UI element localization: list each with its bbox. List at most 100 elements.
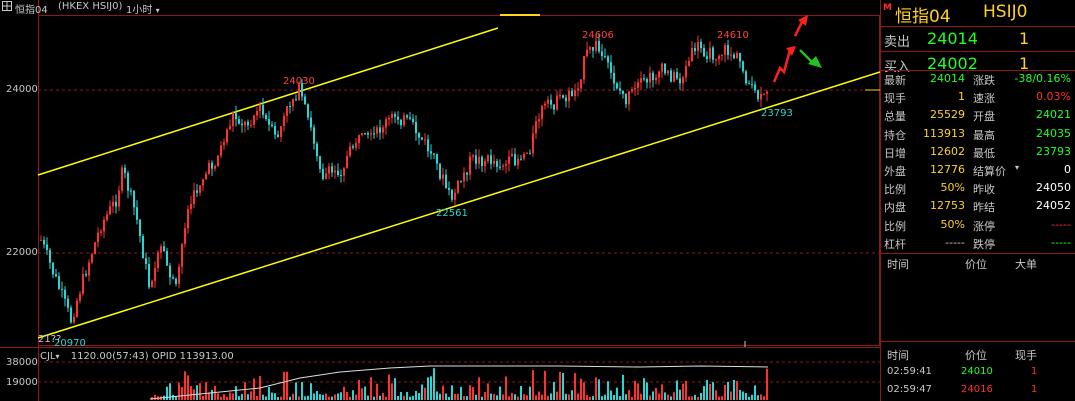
candle-body — [667, 70, 669, 74]
volume-bar — [511, 392, 513, 400]
candle-body — [211, 162, 213, 169]
candle-body — [187, 209, 189, 229]
trade-time: 02:59:41 — [887, 366, 932, 377]
candle-body — [598, 40, 600, 52]
candle-body — [616, 83, 618, 89]
candle-body — [535, 121, 537, 134]
volume-bar — [547, 395, 549, 400]
candle-body — [379, 127, 381, 133]
volume-bar — [523, 394, 525, 400]
candle-body — [46, 244, 48, 251]
candle-body — [490, 155, 492, 164]
volume-bar — [376, 383, 378, 400]
volume-bar — [715, 390, 717, 400]
chevron-down-icon[interactable]: ▾ — [1015, 163, 1020, 172]
chart-instrument: 恒指04 — [15, 5, 48, 16]
volume-bar — [622, 374, 624, 400]
chevron-down-icon: ▾ — [155, 6, 160, 15]
volume-bar — [712, 382, 714, 400]
volume-bar — [316, 391, 318, 400]
candle-body — [382, 127, 384, 133]
ask-row[interactable]: 卖出 24014 1 — [881, 27, 1075, 52]
candle-body — [694, 48, 696, 52]
candle-body — [454, 192, 456, 200]
candle-body — [736, 53, 738, 59]
volume-bar — [727, 381, 729, 400]
indicator-selector[interactable]: CJL▾ — [40, 351, 63, 362]
candle-body — [52, 262, 54, 275]
candle-body — [427, 139, 429, 152]
trade-price: 24010 — [961, 366, 993, 377]
candle-body — [745, 71, 747, 84]
volume-bar — [469, 385, 471, 400]
volume-bar — [640, 393, 642, 400]
candle-body — [145, 258, 147, 265]
candle-body — [337, 170, 339, 176]
price-chart[interactable] — [0, 0, 880, 401]
candle-body — [589, 47, 591, 50]
candle-body — [595, 40, 597, 51]
stat-value: 25529 — [930, 108, 965, 122]
volume-bar — [226, 396, 228, 400]
volume-bar — [595, 377, 597, 400]
high-annotation: 24610 — [717, 30, 749, 41]
volume-bar — [358, 379, 360, 400]
ask-volume: 1 — [1019, 29, 1030, 48]
grid-icon[interactable] — [2, 1, 12, 14]
volume-bar — [241, 394, 243, 400]
volume-bar — [589, 396, 591, 400]
stat-label: 杠杆 — [884, 237, 906, 251]
candle-body — [355, 143, 357, 148]
volume-bar — [301, 382, 303, 400]
volume-bar — [649, 395, 651, 400]
period-selector[interactable]: 1小时 ▾ — [126, 1, 160, 16]
candle-body — [526, 152, 528, 154]
candle-body — [757, 90, 759, 100]
low-annotation: 21?? — [38, 334, 62, 345]
stat-value: 24014 — [930, 72, 965, 85]
flag-mark: M — [883, 3, 892, 13]
volume-bar — [328, 396, 330, 400]
volume-bar — [517, 396, 519, 400]
volume-bar — [556, 391, 558, 400]
candle-body — [178, 266, 180, 284]
low-annotation: 22561 — [436, 208, 468, 219]
candle-body — [574, 90, 576, 97]
volume-bar — [748, 396, 750, 400]
quote-name: 恒指04 — [895, 7, 951, 27]
candle-body — [700, 41, 702, 49]
volume-bar — [370, 377, 372, 400]
volume-bar — [538, 391, 540, 400]
volume-bar — [412, 395, 414, 400]
candle-body — [217, 155, 219, 166]
stat-label: 持仓 — [884, 128, 906, 142]
candle-body — [136, 207, 138, 220]
stat-label: 现手 — [884, 92, 906, 106]
volume-bar — [211, 389, 213, 400]
candle-body — [400, 119, 402, 126]
candle-body — [43, 239, 45, 245]
volume-bar — [637, 383, 639, 400]
candle-body — [481, 156, 483, 167]
volume-bar — [364, 386, 366, 400]
volume-bar — [553, 382, 555, 400]
volume-bar — [295, 382, 297, 400]
candle-body — [127, 172, 129, 191]
volume-bar — [721, 396, 723, 400]
candle-body — [271, 124, 273, 127]
volume-bar — [340, 392, 342, 400]
candle-body — [619, 88, 621, 91]
volume-bar — [610, 390, 612, 400]
tape-size-header: 现手 — [1015, 349, 1037, 362]
bid-row[interactable]: 买入 24002 1 — [881, 52, 1075, 76]
volume-bar — [265, 396, 267, 400]
candle-body — [247, 121, 249, 126]
candle-body — [157, 252, 159, 269]
candle-body — [289, 106, 291, 108]
candle-body — [493, 161, 495, 164]
candle-body — [184, 228, 186, 244]
volume-bar — [577, 393, 579, 400]
candle-body — [577, 88, 579, 91]
stat-label: 涨跌 — [973, 74, 995, 87]
volume-bar — [220, 396, 222, 400]
